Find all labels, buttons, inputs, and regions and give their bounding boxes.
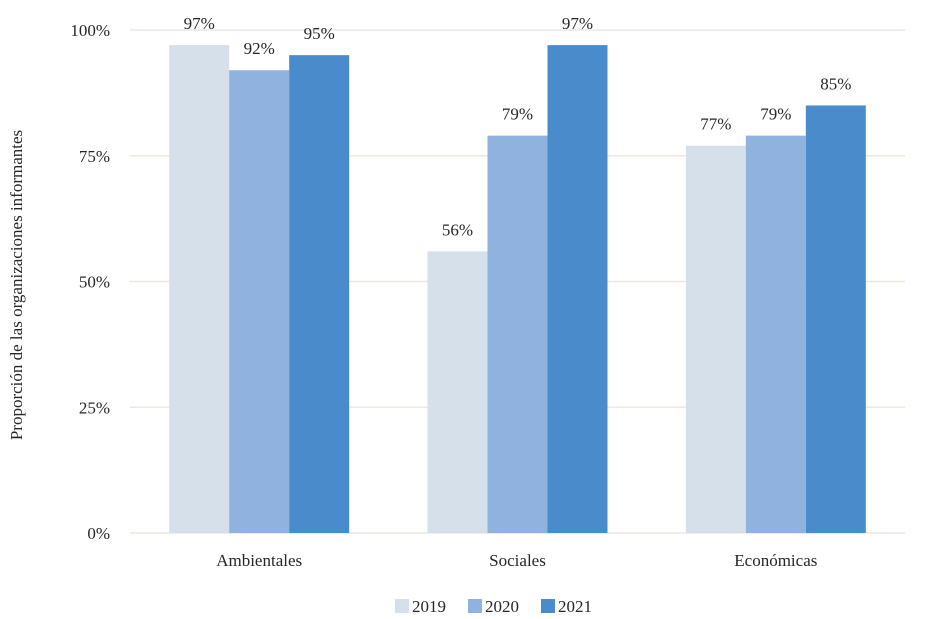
x-category-label: Económicas <box>734 551 817 570</box>
legend-swatch-2020 <box>468 599 482 613</box>
legend-label-2021: 2021 <box>558 597 592 616</box>
y-tick-label: 25% <box>79 398 110 417</box>
bar-2020-sociales <box>487 135 548 533</box>
y-tick-label: 50% <box>79 273 110 292</box>
x-axis-categories: Ambientales Sociales Económicas <box>216 551 817 570</box>
data-label: 95% <box>304 24 335 43</box>
bar-2020-económicas <box>745 135 806 533</box>
data-label: 92% <box>244 39 275 58</box>
x-category-label: Ambientales <box>216 551 302 570</box>
data-label: 97% <box>184 14 215 33</box>
y-tick-label: 75% <box>79 147 110 166</box>
bar-2020-ambientales <box>229 70 290 534</box>
bar-2019-sociales <box>427 251 488 533</box>
data-labels: 97% 92% 95% 56% 79% 97% 77% 79% 85% <box>184 14 852 239</box>
bars <box>169 45 866 534</box>
legend-swatch-2021 <box>541 599 555 613</box>
bar-2019-ambientales <box>169 45 230 534</box>
data-label: 77% <box>700 115 731 134</box>
legend-label-2019: 2019 <box>412 597 446 616</box>
legend-swatch-2019 <box>395 599 409 613</box>
data-label: 56% <box>442 220 473 239</box>
data-label: 97% <box>562 14 593 33</box>
bar-2019-económicas <box>685 145 746 533</box>
bar-2021-ambientales <box>289 55 350 534</box>
bar-2021-económicas <box>805 105 866 533</box>
y-axis-ticks: 0% 25% 50% 75% 100% <box>70 21 110 543</box>
y-axis-title: Proporción de las organizaciones informa… <box>7 130 26 440</box>
legend: 2019 2020 2021 <box>395 597 592 616</box>
y-tick-label: 0% <box>87 524 110 543</box>
data-label: 85% <box>820 74 851 93</box>
x-category-label: Sociales <box>489 551 546 570</box>
data-label: 79% <box>760 105 791 124</box>
bar-2021-sociales <box>547 45 608 534</box>
legend-label-2020: 2020 <box>485 597 519 616</box>
data-label: 79% <box>502 105 533 124</box>
y-tick-label: 100% <box>70 21 110 40</box>
